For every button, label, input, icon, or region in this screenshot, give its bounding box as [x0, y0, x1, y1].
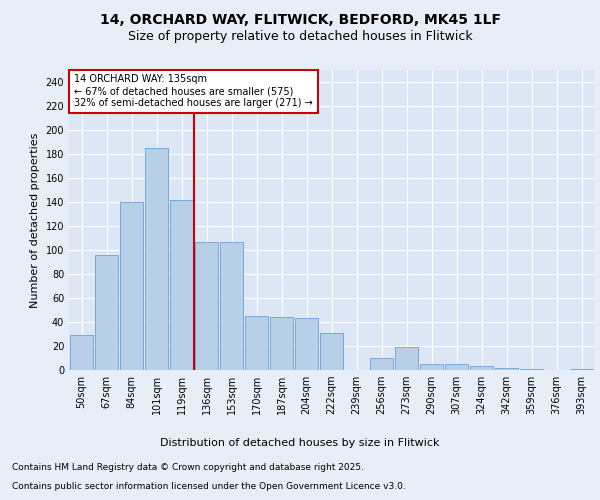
- Bar: [145, 148, 168, 370]
- Bar: [520, 369, 543, 370]
- Text: Contains HM Land Registry data © Crown copyright and database right 2025.: Contains HM Land Registry data © Crown c…: [12, 464, 364, 472]
- Text: 14 ORCHARD WAY: 135sqm
← 67% of detached houses are smaller (575)
32% of semi-de: 14 ORCHARD WAY: 135sqm ← 67% of detached…: [74, 74, 313, 108]
- Bar: [395, 347, 418, 370]
- Bar: [195, 242, 218, 370]
- Bar: [270, 317, 293, 370]
- Text: Contains public sector information licensed under the Open Government Licence v3: Contains public sector information licen…: [12, 482, 406, 491]
- Bar: [220, 242, 243, 370]
- Bar: [495, 368, 518, 370]
- Bar: [420, 364, 443, 370]
- Bar: [370, 358, 393, 370]
- Y-axis label: Number of detached properties: Number of detached properties: [30, 132, 40, 308]
- Bar: [170, 200, 193, 370]
- Bar: [570, 369, 593, 370]
- Text: Size of property relative to detached houses in Flitwick: Size of property relative to detached ho…: [128, 30, 472, 43]
- Bar: [320, 333, 343, 370]
- Bar: [95, 255, 118, 370]
- Text: Distribution of detached houses by size in Flitwick: Distribution of detached houses by size …: [160, 438, 440, 448]
- Bar: [245, 316, 268, 370]
- Bar: [120, 202, 143, 370]
- Bar: [295, 318, 318, 370]
- Text: 14, ORCHARD WAY, FLITWICK, BEDFORD, MK45 1LF: 14, ORCHARD WAY, FLITWICK, BEDFORD, MK45…: [100, 12, 500, 26]
- Bar: [470, 366, 493, 370]
- Bar: [70, 335, 93, 370]
- Bar: [445, 364, 468, 370]
